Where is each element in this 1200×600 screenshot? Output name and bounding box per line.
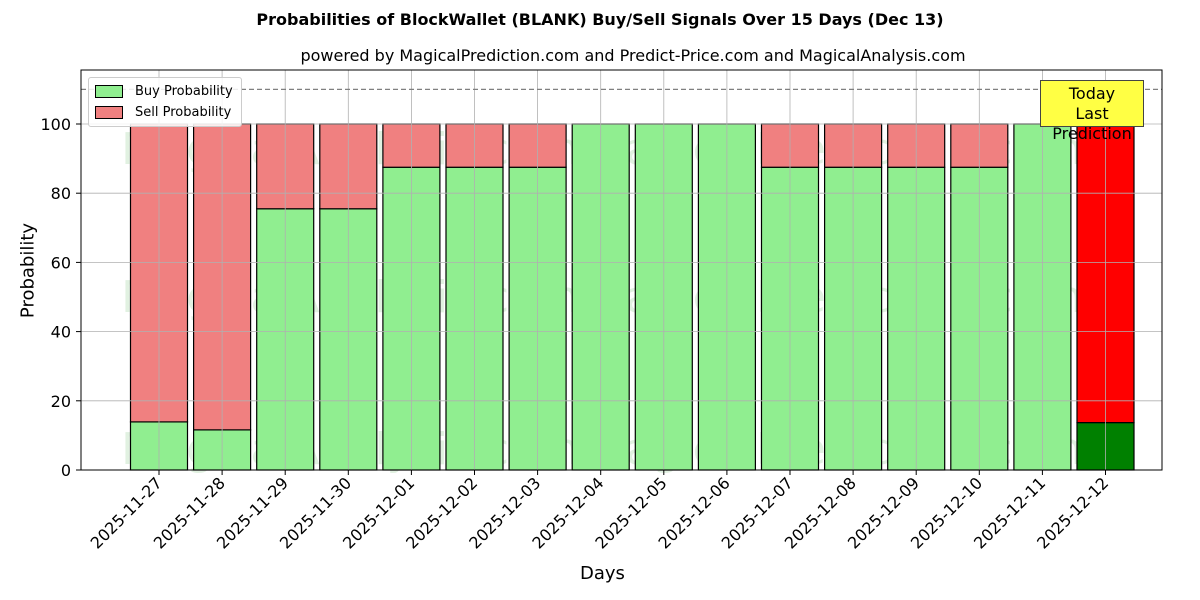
legend-item-buy: Buy Probability — [95, 81, 233, 102]
x-axis-label: Days — [580, 563, 625, 584]
today-annotation: Today Last Prediction — [1040, 80, 1144, 143]
annotation-line1: Today — [1068, 84, 1116, 103]
chart-title: Probabilities of BlockWallet (BLANK) Buy… — [256, 10, 944, 29]
legend-buy-label: Buy Probability — [135, 84, 233, 99]
y-tick-label: 100 — [40, 115, 71, 134]
buy-swatch — [95, 85, 123, 98]
legend: Buy Probability Sell Probability — [88, 77, 242, 127]
sell-swatch — [95, 106, 123, 119]
y-tick-label: 0 — [61, 461, 71, 480]
annotation-line2: Last Prediction — [1052, 104, 1132, 143]
plot-frame — [80, 69, 1163, 471]
y-tick-label: 40 — [51, 323, 71, 342]
y-tick-label: 60 — [51, 253, 71, 272]
legend-item-sell: Sell Probability — [95, 102, 233, 123]
y-axis-label: Probability — [17, 222, 39, 319]
chart-subtitle: powered by MagicalPrediction.com and Pre… — [300, 46, 966, 65]
y-tick-label: 20 — [51, 392, 71, 411]
y-tick-label: 80 — [51, 184, 71, 203]
legend-sell-label: Sell Probability — [135, 105, 232, 120]
